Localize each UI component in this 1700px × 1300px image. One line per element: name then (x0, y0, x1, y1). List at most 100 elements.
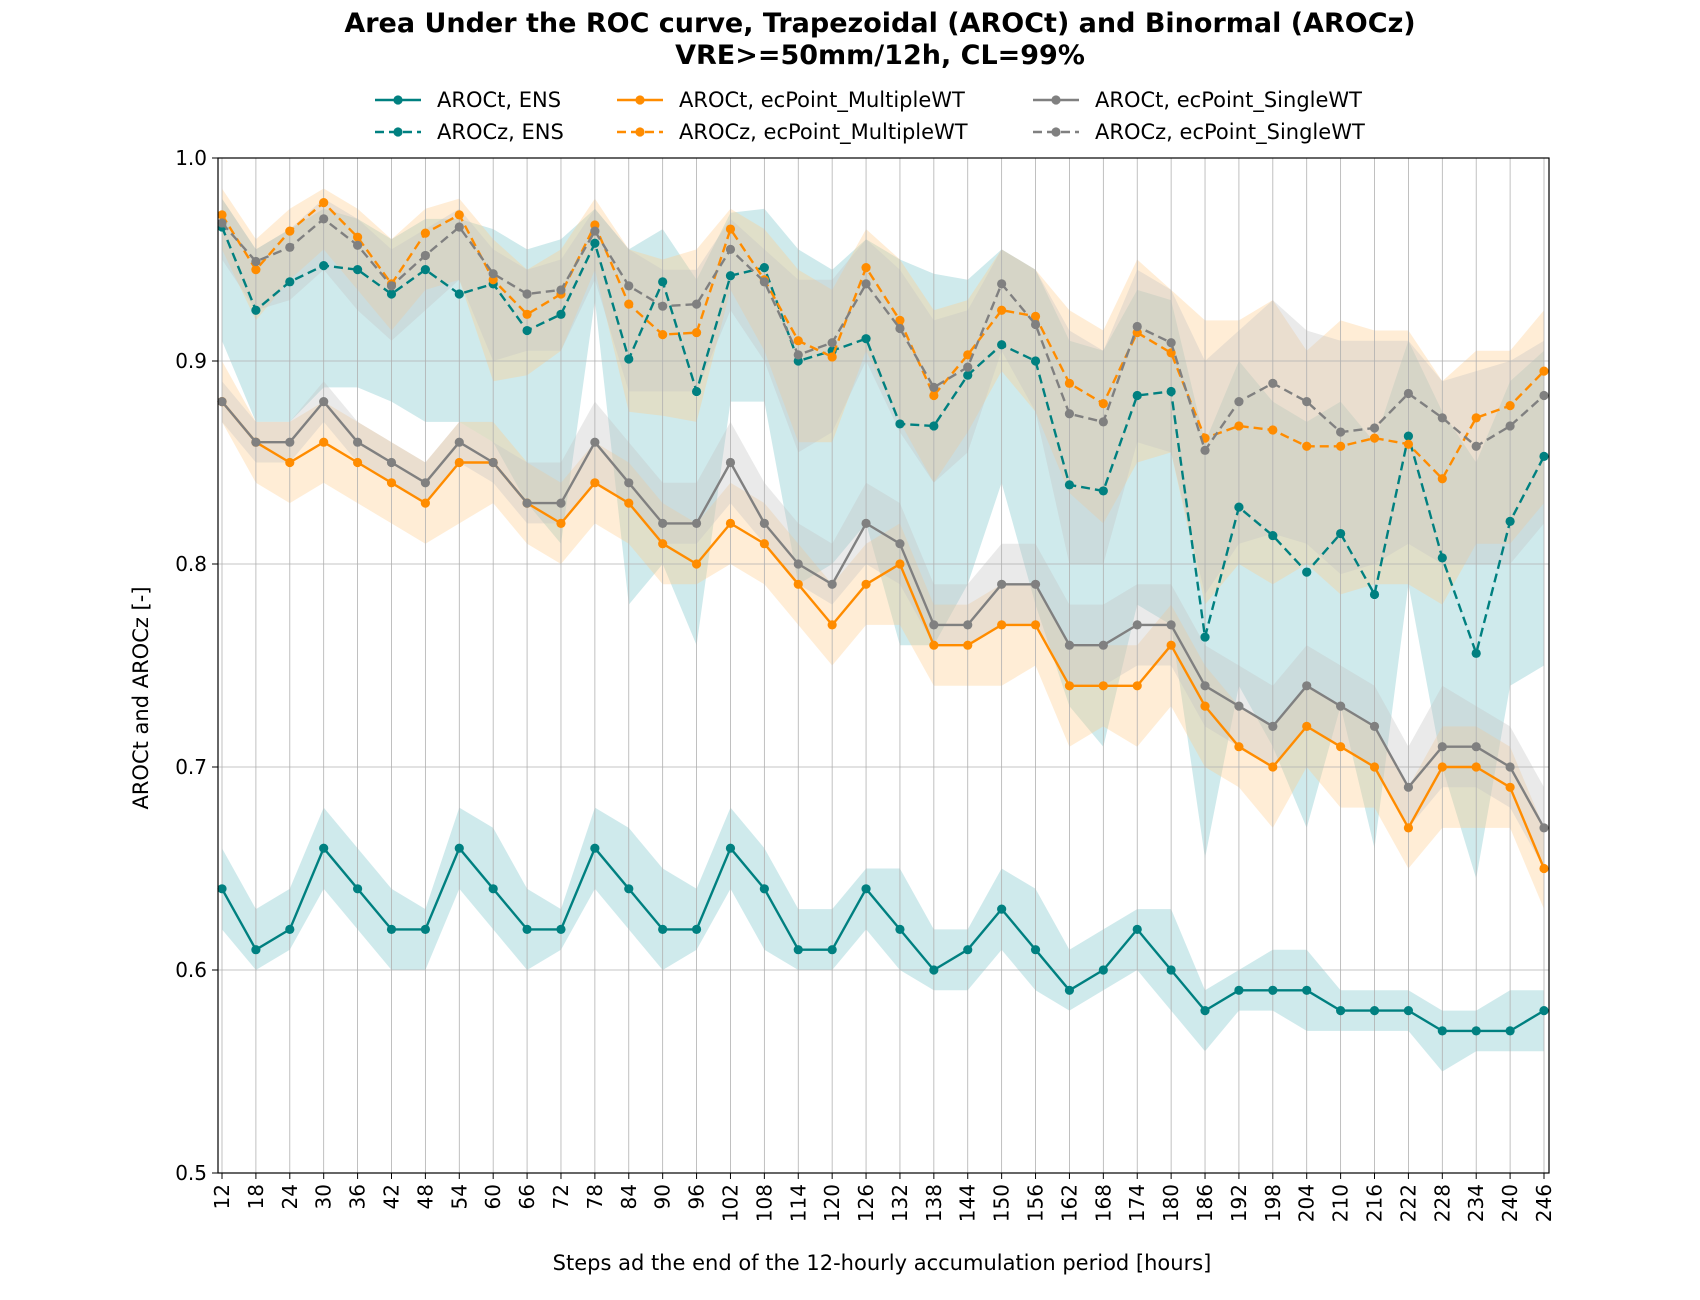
data-point (1471, 413, 1481, 423)
y-tick-label: 0.8 (175, 552, 207, 576)
x-tick-label: 18 (244, 1184, 268, 1209)
data-point (454, 457, 464, 468)
data-point (725, 457, 736, 468)
data-point (1437, 474, 1447, 484)
legend-label: AROCz, ecPoint_MultipleWT (679, 120, 968, 145)
series-lines (217, 198, 1549, 1036)
data-point (352, 265, 363, 275)
data-point (285, 924, 295, 935)
data-point (522, 498, 532, 508)
data-point (420, 228, 430, 238)
data-point (352, 457, 363, 468)
data-point (454, 437, 464, 447)
x-tick-label: 78 (583, 1184, 607, 1209)
x-tick-label: 156 (1024, 1184, 1048, 1222)
data-point (658, 277, 668, 287)
x-tick-label: 204 (1295, 1184, 1319, 1222)
data-point (1098, 640, 1108, 650)
data-point (1471, 762, 1481, 772)
x-tick-label: 240 (1498, 1184, 1522, 1222)
data-point (1369, 1006, 1380, 1016)
data-point (1302, 721, 1312, 732)
data-point (725, 224, 736, 234)
data-point (1302, 441, 1312, 451)
data-point (251, 437, 261, 447)
data-point (1471, 742, 1481, 752)
data-point (1064, 681, 1075, 691)
data-point (624, 354, 634, 364)
data-point (963, 350, 973, 360)
data-point (997, 904, 1007, 914)
data-point (997, 340, 1007, 350)
data-point (386, 478, 397, 488)
x-tick-label: 96 (685, 1184, 709, 1209)
data-point (1505, 516, 1515, 526)
y-tick-label: 0.7 (175, 755, 207, 779)
data-point (1369, 721, 1380, 732)
y-tick-label: 1.0 (175, 146, 207, 170)
data-point (420, 250, 430, 261)
data-point (1369, 433, 1380, 443)
data-point (895, 559, 905, 569)
data-point (624, 884, 634, 894)
data-point (420, 478, 430, 488)
data-point (1132, 681, 1142, 691)
data-point (759, 263, 769, 273)
legend-label: AROCt, ecPoint_SingleWT (1095, 88, 1362, 113)
data-point (285, 457, 295, 468)
data-point (725, 244, 736, 254)
data-point (1098, 681, 1108, 691)
data-point (759, 539, 769, 549)
data-point (1268, 425, 1278, 435)
data-point (963, 945, 973, 955)
data-point (556, 518, 566, 529)
data-point (895, 539, 905, 549)
data-point (285, 226, 295, 236)
data-point (590, 437, 600, 447)
data-point (624, 478, 634, 488)
x-tick-label: 138 (922, 1184, 946, 1222)
data-point (1132, 924, 1142, 935)
x-tick-label: 144 (956, 1184, 980, 1222)
data-point (895, 924, 905, 935)
y-tick-label: 0.6 (175, 958, 207, 982)
data-point (1064, 409, 1075, 419)
x-tick-label: 90 (651, 1184, 675, 1209)
legend: AROCt, ENS AROCz, ENS AROCt, ecPoint_Multi… (375, 88, 1365, 145)
data-point (1234, 397, 1244, 407)
x-tick-label: 222 (1396, 1184, 1420, 1222)
data-point (929, 421, 939, 431)
data-point (1166, 386, 1176, 397)
data-point (827, 352, 837, 362)
data-point (319, 260, 329, 271)
data-point (997, 579, 1007, 589)
confidence-band (222, 807, 1544, 1072)
confidence-band (222, 198, 1544, 879)
data-point (1505, 762, 1515, 772)
data-point (1437, 762, 1447, 772)
legend-marker (393, 127, 403, 137)
data-point (1098, 486, 1108, 496)
data-point (963, 370, 973, 380)
data-point (963, 620, 973, 630)
data-point (454, 843, 464, 853)
data-point (1403, 782, 1414, 792)
x-tick-label: 24 (278, 1184, 302, 1209)
data-point (895, 419, 905, 429)
data-point (319, 397, 329, 407)
series-line (221, 400, 1546, 869)
data-point (1098, 399, 1108, 409)
legend-marker (635, 95, 645, 105)
data-point (1336, 427, 1346, 437)
legend-label: AROCz, ecPoint_SingleWT (1095, 120, 1365, 145)
x-tick-label: 162 (1057, 1184, 1081, 1222)
data-point (1539, 823, 1549, 833)
series-line (220, 201, 1545, 480)
data-point (1369, 423, 1380, 433)
x-tick-label: 36 (346, 1184, 370, 1209)
x-axis: 12 18 24 30 36 42 48 54 60 66 72 78 84 90 96 102 108 114 1… (210, 1173, 1556, 1222)
data-point (963, 640, 973, 650)
x-tick-label: 198 (1261, 1184, 1285, 1222)
data-point (1539, 451, 1549, 462)
